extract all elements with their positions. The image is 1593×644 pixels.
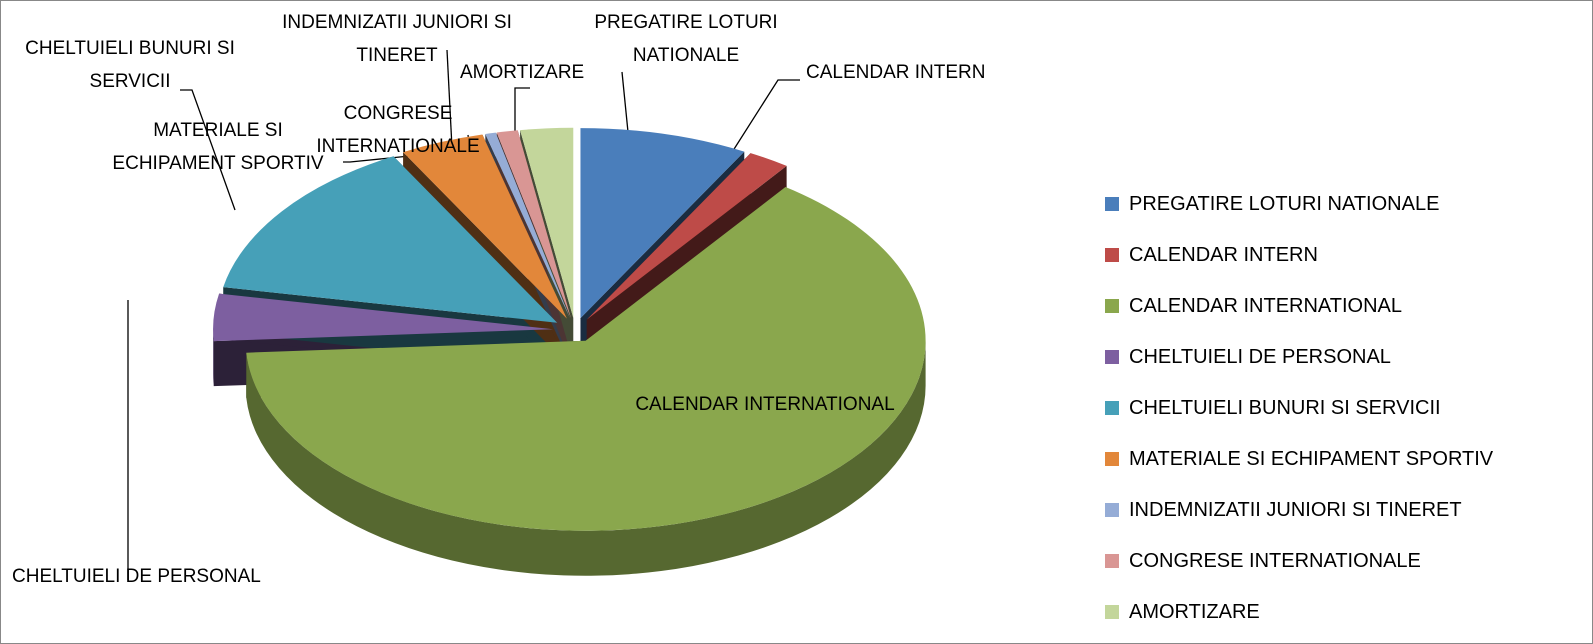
slice (403, 134, 567, 319)
legend-swatch (1105, 452, 1119, 466)
slice (485, 132, 570, 319)
slices (213, 127, 926, 576)
legend-item: PREGATIRE LOTURI NATIONALE (1105, 192, 1439, 216)
legend-label: CHELTUIELI DE PERSONAL (1129, 346, 1391, 368)
legend-swatch (1105, 401, 1119, 415)
legend-label: PREGATIRE LOTURI NATIONALE (1129, 193, 1440, 215)
legend-label: CALENDAR INTERN (1129, 244, 1318, 266)
data-label: CALENDAR INTERNATIONAL (635, 394, 895, 415)
data-label: AMORTIZARE (460, 62, 585, 83)
slice (246, 187, 926, 531)
legend-item: INDEMNIZATII JUNIORI SI TINERET (1105, 498, 1462, 522)
slice (586, 153, 787, 320)
legend-swatch (1105, 554, 1119, 568)
slice (496, 130, 571, 318)
legend-item: CHELTUIELI DE PERSONAL (1105, 345, 1391, 369)
data-label: INDEMNIZATII JUNIORI SI TINERET (282, 12, 512, 66)
leader-line (180, 89, 236, 211)
legend-swatch (1105, 197, 1119, 211)
data-label: CHELTUIELI BUNURI SI SERVICII (25, 38, 235, 92)
slice (580, 128, 745, 319)
leader-line (446, 49, 453, 149)
data-label: CHELTUIELI DE PERSONAL (12, 566, 261, 587)
slice (520, 127, 574, 318)
legend-item: CALENDAR INTERN (1105, 243, 1318, 267)
data-label: MATERIALE SI ECHIPAMENT SPORTIV (112, 120, 324, 174)
data-label: CALENDAR INTERN (806, 62, 986, 83)
legend-label: CONGRESE INTERNATIONALE (1129, 550, 1421, 572)
legend-item: CHELTUIELI BUNURI SI SERVICII (1105, 396, 1441, 420)
legend-swatch (1105, 350, 1119, 364)
slice-wall (246, 340, 926, 576)
legend-item: CALENDAR INTERNATIONAL (1105, 294, 1402, 318)
legend-item: MATERIALE SI ECHIPAMENT SPORTIV (1105, 447, 1493, 471)
legend-item: AMORTIZARE (1105, 600, 1260, 624)
data-label: CONGRESE INTERNATIONALE (316, 103, 480, 157)
slice (213, 293, 554, 342)
legend-label: MATERIALE SI ECHIPAMENT SPORTIV (1129, 448, 1494, 470)
legend-label: INDEMNIZATII JUNIORI SI TINERET (1129, 499, 1462, 521)
legend-label: CHELTUIELI BUNURI SI SERVICII (1129, 397, 1441, 419)
legend-swatch (1105, 299, 1119, 313)
leader-line (514, 87, 530, 150)
slice-wall (213, 329, 214, 387)
data-label: PREGATIRE LOTURI NATIONALE (594, 12, 778, 66)
legend-swatch (1105, 503, 1119, 517)
leader-line (721, 79, 800, 169)
legend-label: CALENDAR INTERNATIONAL (1129, 295, 1403, 317)
legend-swatch (1105, 248, 1119, 262)
leader-line (343, 154, 421, 163)
slice (223, 156, 558, 323)
legend-swatch (1105, 605, 1119, 619)
legend-label: AMORTIZARE (1129, 601, 1260, 623)
legend-item: CONGRESE INTERNATIONALE (1105, 549, 1421, 573)
